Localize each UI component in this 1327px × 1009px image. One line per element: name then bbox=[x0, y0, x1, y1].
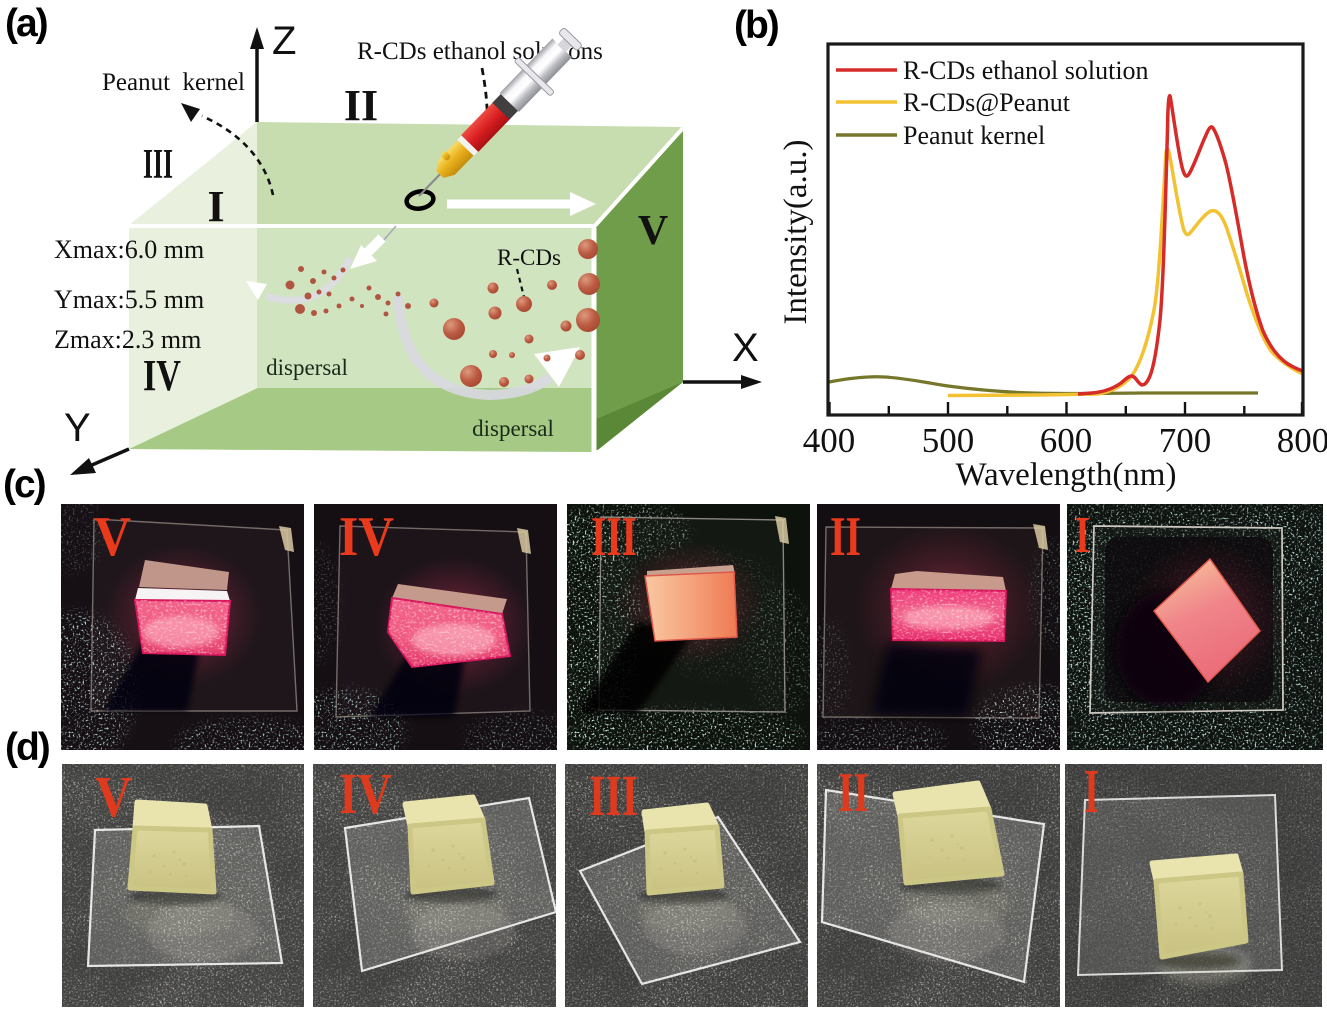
svg-text:dispersal: dispersal bbox=[472, 416, 554, 441]
svg-text:III: III bbox=[591, 506, 637, 568]
svg-text:II: II bbox=[830, 506, 861, 568]
svg-text:I: I bbox=[1075, 507, 1090, 564]
svg-text:700: 700 bbox=[1159, 421, 1212, 460]
svg-text:Intensity(a.u.): Intensity(a.u.) bbox=[778, 139, 814, 324]
svg-text:X: X bbox=[732, 326, 759, 370]
svg-text:Z: Z bbox=[272, 19, 296, 63]
svg-text:V: V bbox=[94, 506, 131, 568]
svg-text:600: 600 bbox=[1040, 421, 1093, 460]
svg-text:V: V bbox=[638, 208, 668, 254]
svg-text:Ymax:5.5 mm: Ymax:5.5 mm bbox=[54, 285, 204, 314]
svg-text:IV: IV bbox=[339, 506, 394, 568]
svg-text:III: III bbox=[589, 764, 638, 828]
svg-text:I: I bbox=[207, 182, 224, 231]
svg-text:R-CDs@Peanut: R-CDs@Peanut bbox=[903, 88, 1071, 117]
svg-text:IV: IV bbox=[143, 351, 181, 400]
svg-text:R-CDs ethanol solution: R-CDs ethanol solution bbox=[903, 56, 1149, 85]
svg-text:V: V bbox=[95, 764, 132, 829]
svg-text:III: III bbox=[143, 142, 173, 188]
svg-text:800: 800 bbox=[1277, 421, 1327, 460]
svg-text:IV: IV bbox=[339, 764, 392, 826]
svg-text:Peanut kernel: Peanut kernel bbox=[903, 121, 1045, 150]
svg-text:Wavelength(nm): Wavelength(nm) bbox=[956, 457, 1177, 493]
svg-text:400: 400 bbox=[803, 421, 856, 460]
svg-text:I: I bbox=[1084, 764, 1099, 826]
svg-text:Y: Y bbox=[64, 406, 91, 450]
svg-text:Zmax:2.3 mm: Zmax:2.3 mm bbox=[54, 325, 201, 354]
svg-text:500: 500 bbox=[922, 421, 975, 460]
svg-text:Peanut kernel: Peanut kernel bbox=[102, 69, 245, 96]
svg-text:dispersal: dispersal bbox=[266, 355, 348, 380]
svg-text:R-CDs: R-CDs bbox=[497, 245, 561, 270]
svg-text:II: II bbox=[344, 81, 378, 130]
svg-text:Xmax:6.0 mm: Xmax:6.0 mm bbox=[54, 235, 204, 264]
svg-text:II: II bbox=[838, 764, 869, 824]
